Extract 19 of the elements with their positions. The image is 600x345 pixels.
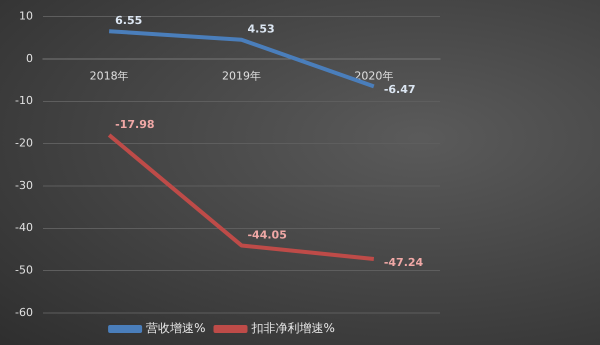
data-label: -44.05 bbox=[247, 228, 287, 242]
y-tick-label: -10 bbox=[15, 94, 33, 108]
y-tick-label: 0 bbox=[26, 52, 33, 65]
data-label: -6.47 bbox=[384, 83, 416, 96]
x-tick-label: 2020年 bbox=[354, 69, 394, 82]
data-label: -47.24 bbox=[384, 256, 424, 269]
y-tick-label: -50 bbox=[15, 264, 33, 277]
data-label: -17.98 bbox=[115, 118, 154, 131]
data-label: 6.55 bbox=[115, 14, 142, 28]
data-label: 4.53 bbox=[247, 22, 275, 36]
y-tick-label: -30 bbox=[15, 178, 33, 192]
y-tick-label: -20 bbox=[15, 136, 33, 150]
y-tick-label: -60 bbox=[15, 306, 33, 319]
y-tick-label: 10 bbox=[18, 9, 33, 22]
legend-label: 扣非净利增速% bbox=[250, 321, 335, 336]
x-tick-label: 2019年 bbox=[222, 69, 261, 82]
y-tick-label: -40 bbox=[15, 221, 33, 234]
x-tick-label: 2018年 bbox=[90, 69, 129, 82]
legend-label: 营收增速% bbox=[146, 321, 206, 336]
